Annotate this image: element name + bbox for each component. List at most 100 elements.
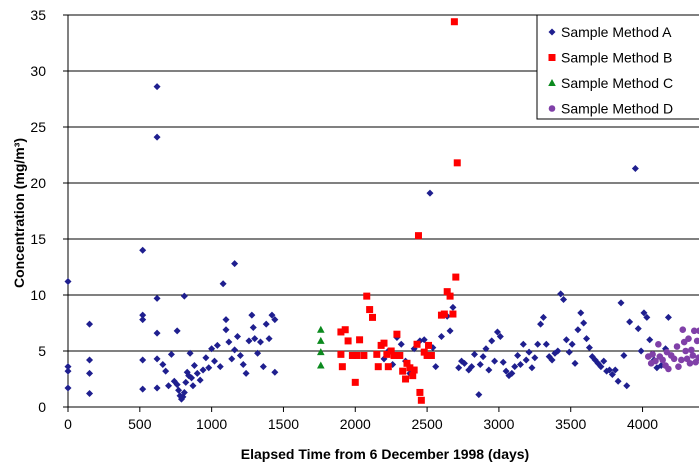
- data-point: [236, 351, 244, 359]
- data-point: [360, 351, 368, 359]
- data-point: [440, 310, 448, 318]
- data-point: [679, 326, 687, 334]
- data-point: [413, 340, 421, 348]
- data-point: [496, 332, 504, 340]
- data-point: [420, 336, 428, 344]
- data-point: [153, 133, 161, 141]
- data-point: [173, 381, 181, 389]
- series-sample-method-c: [317, 325, 325, 369]
- data-point: [233, 332, 241, 340]
- data-point: [64, 278, 72, 286]
- data-point: [565, 348, 573, 356]
- data-point: [542, 340, 550, 348]
- data-point: [475, 391, 483, 399]
- data-point: [202, 354, 210, 362]
- data-point: [175, 386, 183, 394]
- data-point: [162, 367, 170, 375]
- data-point: [403, 359, 411, 367]
- data-point: [479, 353, 487, 361]
- data-point: [271, 368, 279, 376]
- data-point: [583, 335, 591, 343]
- data-point: [682, 347, 689, 355]
- data-point: [239, 360, 247, 368]
- data-point: [659, 356, 666, 364]
- data-point: [259, 363, 267, 371]
- data-point: [426, 189, 434, 197]
- data-point: [675, 363, 682, 370]
- x-tick-label: 2500: [412, 416, 443, 432]
- data-point: [409, 372, 417, 380]
- legend-item: Sample Method B: [548, 50, 672, 66]
- data-point: [402, 375, 410, 383]
- data-point: [406, 364, 414, 372]
- data-point: [690, 327, 698, 335]
- series-sample-method-a: [64, 83, 672, 403]
- data-point: [614, 377, 622, 385]
- data-point: [222, 316, 230, 324]
- data-point: [396, 351, 404, 359]
- data-point: [488, 337, 496, 345]
- data-point: [414, 232, 422, 240]
- data-point: [417, 396, 425, 404]
- data-point: [437, 332, 445, 340]
- data-point: [153, 329, 161, 337]
- data-point: [670, 355, 678, 363]
- data-point: [165, 382, 173, 390]
- data-point: [139, 385, 147, 393]
- data-point: [568, 340, 576, 348]
- data-point: [231, 346, 239, 354]
- data-point: [64, 367, 72, 375]
- legend-marker: [548, 79, 556, 86]
- data-point: [537, 320, 545, 328]
- data-point: [317, 325, 325, 333]
- data-point: [423, 351, 431, 359]
- data-point: [317, 348, 325, 356]
- data-point: [443, 288, 451, 296]
- data-point: [502, 367, 510, 375]
- data-point: [525, 348, 533, 356]
- data-point: [86, 320, 94, 328]
- data-point: [338, 363, 346, 371]
- data-point: [446, 327, 454, 335]
- data-point: [231, 260, 239, 268]
- data-point: [153, 83, 161, 91]
- data-point: [673, 343, 681, 350]
- data-point: [341, 326, 349, 334]
- data-point: [390, 351, 398, 359]
- y-tick-label: 5: [38, 343, 46, 359]
- data-point: [485, 366, 493, 374]
- data-point: [508, 369, 516, 377]
- x-tick-labels: 0 500 1000 1500 2000 2500 3000 3500 4000: [64, 407, 658, 432]
- data-point: [196, 376, 204, 384]
- data-point: [173, 327, 181, 335]
- data-point: [374, 363, 382, 371]
- data-point: [557, 290, 565, 298]
- data-point: [245, 337, 253, 345]
- data-point: [491, 357, 499, 365]
- data-point: [399, 367, 407, 375]
- data-point: [643, 313, 651, 321]
- data-point: [180, 388, 188, 396]
- legend-item: Sample Method C: [548, 75, 673, 91]
- legend-label: Sample Method B: [561, 50, 672, 66]
- data-point: [410, 366, 418, 374]
- data-point: [571, 359, 579, 367]
- data-point: [366, 306, 374, 314]
- data-point: [452, 273, 460, 281]
- y-tick-label: 20: [30, 175, 46, 191]
- data-point: [519, 340, 527, 348]
- data-point: [580, 319, 588, 327]
- data-point: [652, 357, 659, 365]
- legend-item: Sample Method D: [548, 101, 673, 117]
- data-point: [369, 313, 377, 321]
- data-point: [380, 339, 388, 347]
- data-point: [189, 382, 197, 390]
- x-tick-label: 500: [128, 416, 152, 432]
- data-point: [600, 357, 608, 365]
- data-point: [208, 345, 216, 353]
- data-point: [577, 309, 585, 317]
- data-point: [249, 323, 257, 331]
- data-point: [348, 351, 356, 359]
- data-point: [499, 358, 507, 366]
- data-point: [548, 356, 556, 364]
